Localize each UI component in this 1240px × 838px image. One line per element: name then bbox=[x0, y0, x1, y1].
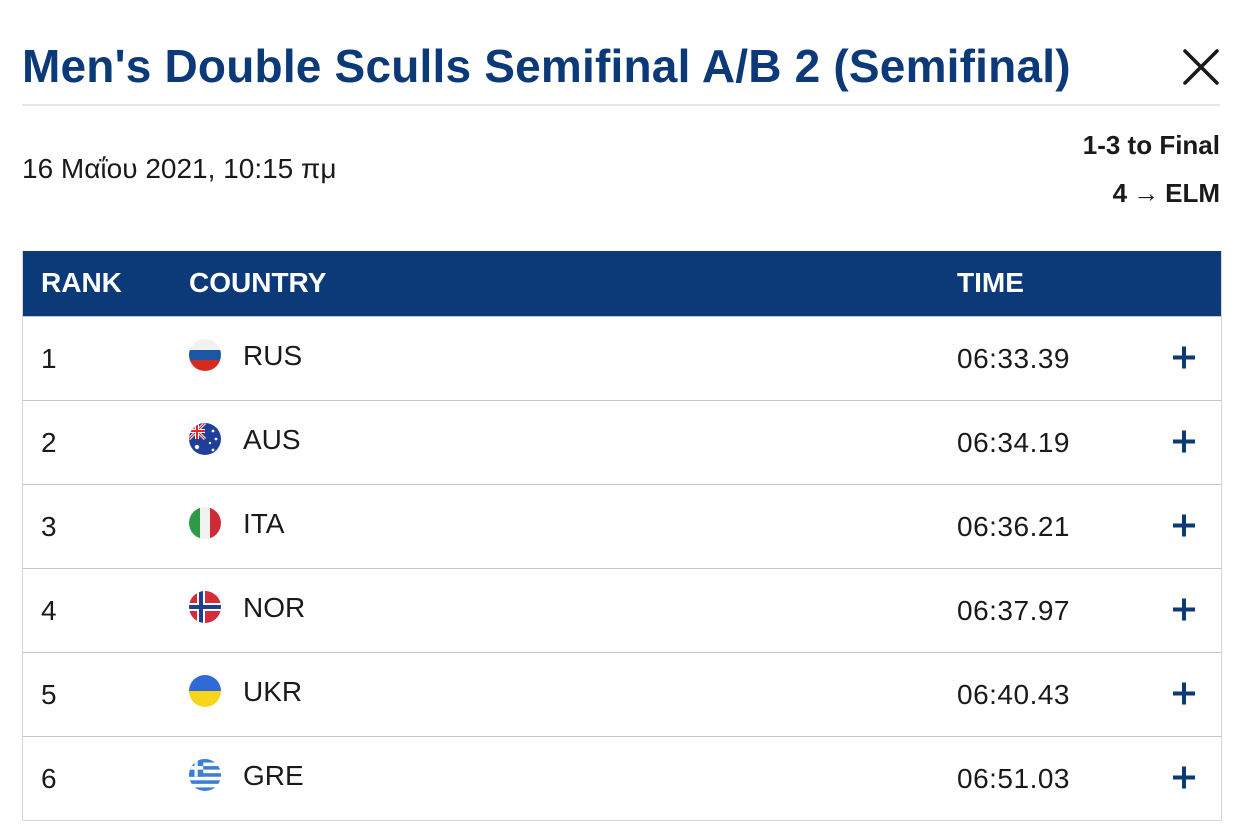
table-row[interactable]: 1 RUS 06:33.39 bbox=[23, 316, 1221, 400]
greece-flag-icon bbox=[189, 759, 221, 791]
russia-flag-icon bbox=[189, 339, 221, 371]
header-time: TIME bbox=[957, 267, 1024, 298]
row-time: 06:34.19 bbox=[957, 427, 1070, 458]
table-header: RANK COUNTRY TIME bbox=[23, 251, 1221, 316]
table-row[interactable]: 2 bbox=[23, 400, 1221, 484]
row-rank: 6 bbox=[41, 763, 57, 794]
header-country: COUNTRY bbox=[189, 267, 327, 298]
row-time: 06:51.03 bbox=[957, 763, 1070, 794]
row-time: 06:36.21 bbox=[957, 511, 1070, 542]
qualification-final: 1-3 to Final bbox=[1082, 130, 1220, 160]
expand-plus-icon[interactable] bbox=[1169, 595, 1199, 625]
row-time: 06:37.97 bbox=[957, 595, 1070, 626]
row-rank: 5 bbox=[41, 679, 57, 710]
row-country: GRE bbox=[243, 760, 304, 791]
table-row[interactable]: 3 ITA 06:36.21 bbox=[23, 484, 1221, 568]
expand-plus-icon[interactable] bbox=[1169, 511, 1199, 541]
close-button[interactable] bbox=[1176, 42, 1226, 92]
page-title: Men's Double Sculls Semifinal A/B 2 (Sem… bbox=[22, 40, 1071, 92]
row-rank: 2 bbox=[41, 427, 57, 458]
table-row[interactable]: 5 UKR 06:40.43 bbox=[23, 652, 1221, 736]
qualification-rank: 4 bbox=[1112, 178, 1128, 208]
qualification-target: ELM bbox=[1165, 178, 1220, 208]
row-time: 06:33.39 bbox=[957, 343, 1070, 374]
race-date: 16 Μαΐου 2021, 10:15 πμ bbox=[22, 153, 337, 184]
expand-plus-icon[interactable] bbox=[1169, 763, 1199, 793]
table-row[interactable]: 4 NOR 06:37.97 bbox=[23, 568, 1221, 652]
row-rank: 4 bbox=[41, 595, 57, 626]
ukraine-flag-icon bbox=[189, 675, 221, 707]
expand-plus-icon[interactable] bbox=[1169, 679, 1199, 709]
row-country: UKR bbox=[243, 676, 303, 707]
title-divider bbox=[22, 104, 1220, 106]
results-table: RANK COUNTRY TIME 1 RUS 06:33.39 bbox=[22, 251, 1222, 821]
norway-flag-icon bbox=[189, 591, 221, 623]
expand-plus-icon[interactable] bbox=[1169, 427, 1199, 457]
arrow-right-icon: → bbox=[1133, 178, 1160, 208]
row-time: 06:40.43 bbox=[957, 679, 1070, 710]
australia-flag-icon bbox=[189, 423, 221, 455]
expand-plus-icon[interactable] bbox=[1169, 343, 1199, 373]
row-country: AUS bbox=[243, 424, 301, 455]
header-rank: RANK bbox=[41, 267, 122, 298]
table-row[interactable]: 6 GRE bbox=[23, 736, 1221, 820]
row-country: NOR bbox=[243, 592, 306, 623]
row-rank: 3 bbox=[41, 511, 57, 542]
qualification-elm: 4 → ELM bbox=[1113, 178, 1220, 209]
close-icon bbox=[1183, 49, 1219, 85]
row-rank: 1 bbox=[41, 343, 57, 374]
row-country: RUS bbox=[243, 340, 303, 371]
italy-flag-icon bbox=[189, 507, 221, 539]
row-country: ITA bbox=[243, 508, 285, 539]
